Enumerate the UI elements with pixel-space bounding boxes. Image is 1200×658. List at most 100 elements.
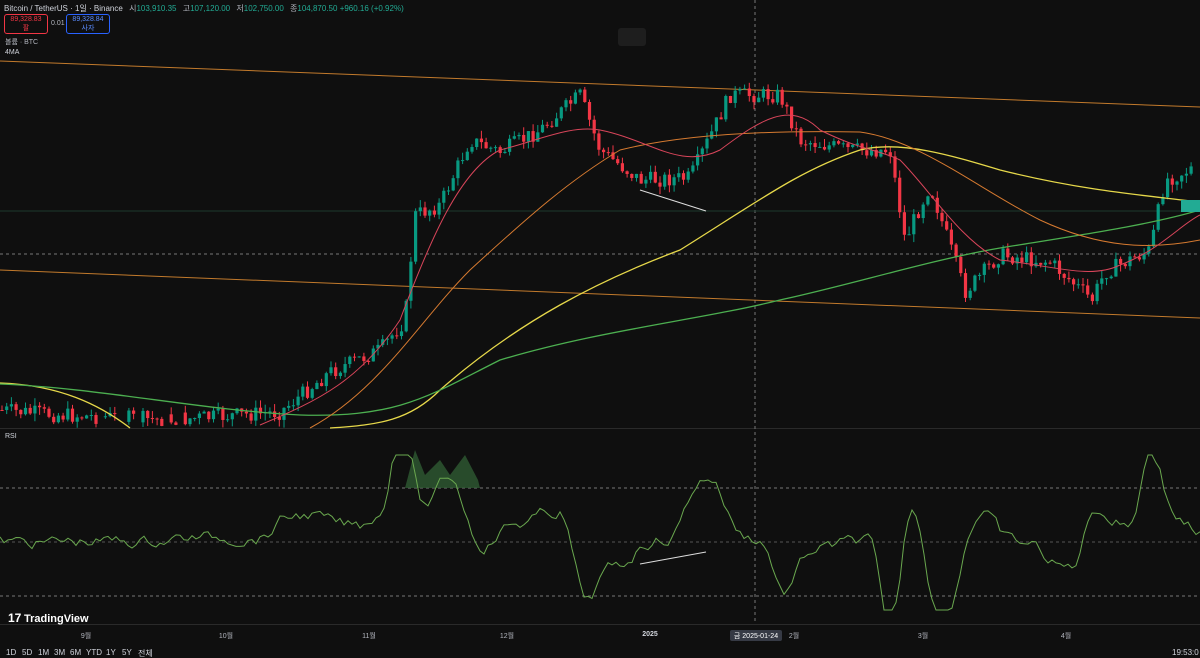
- candle-body: [1053, 260, 1057, 264]
- candle-body: [395, 335, 399, 337]
- divergence-line: [639, 189, 707, 212]
- candle-body: [235, 408, 239, 414]
- candle-body: [38, 405, 42, 408]
- rsi-overbought: [405, 450, 480, 488]
- candle-body: [197, 413, 201, 419]
- candle-body: [630, 173, 634, 178]
- candle-body: [428, 210, 432, 216]
- logo-mark: 17: [8, 611, 22, 625]
- candle-body: [780, 89, 784, 105]
- candle-body: [207, 411, 211, 420]
- candle-body: [696, 154, 700, 166]
- candle-body: [371, 348, 375, 362]
- range-button[interactable]: 전체: [138, 649, 153, 658]
- crosshair-date-bg: [730, 630, 782, 641]
- candle-body: [423, 207, 427, 216]
- candle-body: [799, 128, 803, 145]
- range-button[interactable]: 5D: [22, 648, 33, 657]
- ohlc-value: 103,910.35: [136, 4, 177, 13]
- range-button[interactable]: 5Y: [122, 648, 132, 657]
- candle-body: [277, 416, 281, 420]
- candle-body: [987, 263, 991, 265]
- candle-body: [719, 117, 723, 120]
- range-button[interactable]: 6M: [70, 648, 82, 657]
- candle-body: [540, 124, 545, 133]
- range-button[interactable]: 1D: [6, 648, 17, 657]
- candle-body: [677, 173, 681, 178]
- candle-body: [390, 335, 394, 339]
- range-button[interactable]: 1Y: [106, 648, 116, 657]
- sell-label: 팔: [22, 25, 30, 32]
- candle-body: [451, 178, 455, 191]
- candle-body: [1081, 284, 1085, 286]
- candle-body: [945, 221, 949, 230]
- candle-body: [686, 171, 690, 180]
- sell-button[interactable]: 89,328.83 팔: [4, 14, 48, 34]
- ma-green: [0, 209, 1200, 416]
- candle-body: [493, 147, 498, 149]
- range-button[interactable]: 3M: [54, 648, 66, 657]
- candle-body: [954, 244, 958, 257]
- candle-body: [602, 149, 606, 153]
- ohlc-label: 고: [182, 4, 191, 13]
- range-button[interactable]: YTD: [86, 648, 102, 657]
- candle-body: [1076, 284, 1080, 286]
- candle-body: [94, 415, 98, 424]
- candle-body: [484, 142, 488, 149]
- candle-body: [0, 410, 4, 411]
- candle-body: [583, 89, 587, 103]
- candle-body: [404, 300, 408, 332]
- trendline: [0, 269, 1200, 319]
- candle-body: [672, 177, 676, 186]
- candle-body: [1025, 252, 1029, 263]
- candle-body: [681, 173, 686, 180]
- candle-body: [334, 367, 338, 377]
- change: +960.16 (+0.92%): [339, 4, 404, 13]
- candle-body: [531, 131, 535, 142]
- candle-body: [23, 407, 28, 415]
- candle-body: [865, 150, 869, 156]
- candle-body: [254, 407, 258, 421]
- x-label: 4월: [1060, 633, 1072, 640]
- candle-body: [982, 263, 986, 275]
- candle-body: [113, 413, 117, 415]
- candle-body: [226, 419, 230, 421]
- candle-body: [1095, 283, 1099, 302]
- x-label: 3월: [917, 633, 929, 640]
- candle-body: [202, 411, 206, 414]
- candle-body: [761, 89, 765, 98]
- candle-body: [691, 165, 695, 172]
- candle-body: [973, 275, 977, 291]
- candle-body: [1161, 197, 1165, 205]
- ohlc-value: 102,750.00: [243, 4, 284, 13]
- candle-body: [606, 152, 610, 154]
- candle-body: [766, 89, 770, 100]
- candle-body: [978, 274, 982, 276]
- candle-body: [837, 141, 841, 144]
- candle-body: [155, 418, 159, 420]
- candle-body: [1043, 262, 1047, 265]
- candle-body: [56, 415, 60, 423]
- candle-body: [14, 404, 18, 410]
- candle-body: [569, 100, 573, 104]
- clock: 19:53:0: [1172, 648, 1199, 657]
- candle-body: [338, 372, 342, 377]
- candle-body: [912, 214, 916, 235]
- candle-body: [1001, 248, 1005, 265]
- buy-button[interactable]: 89,328.84 사자: [66, 14, 110, 34]
- candle-body: [1184, 173, 1188, 176]
- candle-body: [442, 190, 446, 203]
- candle-body: [855, 143, 859, 145]
- candle-body: [935, 197, 939, 213]
- x-label: 9월: [80, 633, 92, 640]
- candle-body: [362, 356, 366, 361]
- candle-body: [1090, 294, 1094, 302]
- range-button[interactable]: 1M: [38, 648, 50, 657]
- candle-body: [85, 415, 89, 419]
- header: Bitcoin / TetherUS · 1일 · Binance 시103,9…: [4, 3, 404, 14]
- candle-body: [1189, 166, 1193, 174]
- candle-body: [385, 338, 389, 340]
- candle-body: [1147, 246, 1151, 254]
- candle-body: [827, 145, 831, 150]
- drawing-toolbar[interactable]: [618, 28, 646, 46]
